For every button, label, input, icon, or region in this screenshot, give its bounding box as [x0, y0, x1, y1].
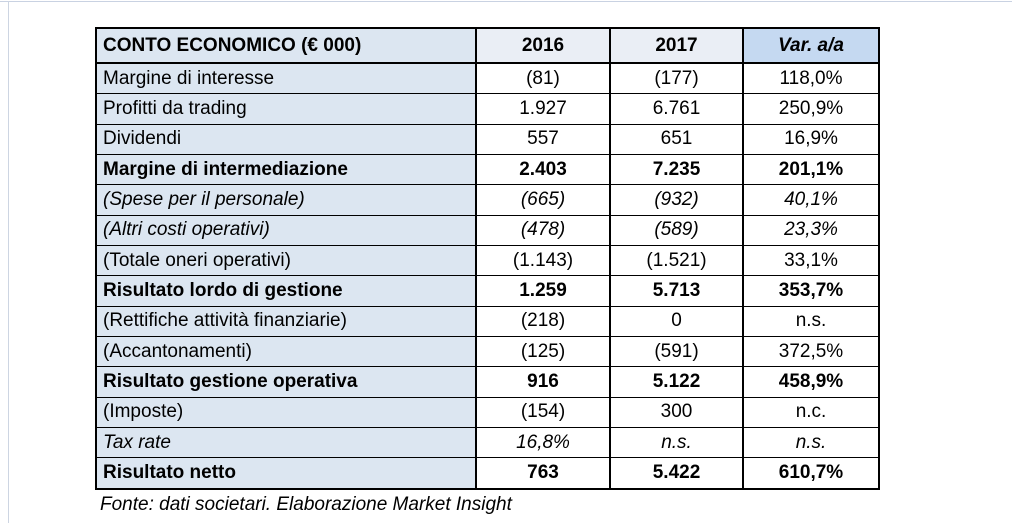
value-var-aa: 33,1% [742, 245, 880, 277]
value-2017: (591) [609, 336, 744, 368]
row-label: Tax rate [95, 427, 477, 459]
row-label: Dividendi [95, 123, 477, 156]
row-label: Profitti da trading [95, 93, 477, 125]
header-conto-economico: CONTO ECONOMICO (€ 000) [95, 27, 477, 64]
value-2016: (81) [475, 62, 611, 95]
value-2017: n.s. [609, 427, 744, 459]
value-var-aa: n.c. [742, 396, 880, 429]
row-label: (Accantonamenti) [95, 336, 477, 368]
header-row: CONTO ECONOMICO (€ 000) 2016 2017 Var. a… [95, 27, 880, 64]
value-2016: 2.403 [475, 154, 611, 186]
table-row: Tax rate 16,8% n.s. n.s. [95, 427, 880, 459]
value-var-aa: 458,9% [742, 366, 880, 398]
table-header: CONTO ECONOMICO (€ 000) 2016 2017 Var. a… [95, 27, 880, 64]
table-row: Profitti da trading 1.927 6.761 250,9% [95, 93, 880, 125]
value-2017: 6.761 [609, 93, 744, 125]
value-2016: (218) [475, 305, 611, 338]
value-var-aa: n.s. [742, 427, 880, 459]
value-2016: 916 [475, 366, 611, 398]
table-body: Margine di interesse (81) (177) 118,0% Profi… [95, 62, 880, 490]
value-2016: 557 [475, 123, 611, 156]
table-row: (Spese per il personale) (665) (932) 40,1% [95, 184, 880, 216]
table-row: (Rettifiche attività finanziarie) (218) 0 n… [95, 305, 880, 338]
table-row: Margine di interesse (81) (177) 118,0% [95, 62, 880, 95]
value-var-aa: 40,1% [742, 184, 880, 216]
row-label: Margine di intermediazione [95, 154, 477, 186]
row-label: Risultato lordo di gestione [95, 275, 477, 307]
header-2016: 2016 [475, 27, 611, 64]
row-label: (Altri costi operativi) [95, 214, 477, 247]
value-2017: 0 [609, 305, 744, 338]
value-2016: (665) [475, 184, 611, 216]
value-var-aa: 118,0% [742, 62, 880, 95]
header-var-aa: Var. a/a [742, 27, 880, 64]
value-2016: (478) [475, 214, 611, 247]
row-label: Risultato gestione operativa [95, 366, 477, 398]
value-2017: (1.521) [609, 245, 744, 277]
row-label: (Imposte) [95, 396, 477, 429]
value-var-aa: 372,5% [742, 336, 880, 368]
table-row: Risultato netto 763 5.422 610,7% [95, 457, 880, 490]
value-2017: (932) [609, 184, 744, 216]
value-var-aa: 610,7% [742, 457, 880, 490]
row-label: (Spese per il personale) [95, 184, 477, 216]
table-row: (Accantonamenti) (125) (591) 372,5% [95, 336, 880, 368]
value-var-aa: n.s. [742, 305, 880, 338]
income-statement-table: CONTO ECONOMICO (€ 000) 2016 2017 Var. a… [95, 27, 880, 490]
value-2017: 651 [609, 123, 744, 156]
frame-top-line [0, 1, 1012, 2]
value-2017: (177) [609, 62, 744, 95]
value-2016: (125) [475, 336, 611, 368]
table-row: (Altri costi operativi) (478) (589) 23,3% [95, 214, 880, 247]
value-2017: 7.235 [609, 154, 744, 186]
value-2017: 5.713 [609, 275, 744, 307]
row-label: (Totale oneri operativi) [95, 245, 477, 277]
value-2017: 5.422 [609, 457, 744, 490]
table-row: Risultato gestione operativa 916 5.122 458,… [95, 366, 880, 398]
value-2016: 1.259 [475, 275, 611, 307]
header-2017: 2017 [609, 27, 744, 64]
row-label: (Rettifiche attività finanziarie) [95, 305, 477, 338]
value-2017: 5.122 [609, 366, 744, 398]
table-row: Dividendi 557 651 16,9% [95, 123, 880, 156]
row-label: Risultato netto [95, 457, 477, 490]
value-var-aa: 23,3% [742, 214, 880, 247]
row-label: Margine di interesse [95, 62, 477, 95]
value-var-aa: 16,9% [742, 123, 880, 156]
value-2017: (589) [609, 214, 744, 247]
value-2016: (1.143) [475, 245, 611, 277]
value-2016: 763 [475, 457, 611, 490]
value-2017: 300 [609, 396, 744, 429]
value-var-aa: 250,9% [742, 93, 880, 125]
value-var-aa: 353,7% [742, 275, 880, 307]
table-row: Margine di intermediazione 2.403 7.235 201,… [95, 154, 880, 186]
table-row: (Imposte) (154) 300 n.c. [95, 396, 880, 429]
table-row: Risultato lordo di gestione 1.259 5.713 353… [95, 275, 880, 307]
value-2016: 16,8% [475, 427, 611, 459]
value-2016: 1.927 [475, 93, 611, 125]
value-2016: (154) [475, 396, 611, 429]
value-var-aa: 201,1% [742, 154, 880, 186]
frame-left-line [8, 1, 9, 523]
table-row: (Totale oneri operativi) (1.143) (1.521) 33… [95, 245, 880, 277]
source-note: Fonte: dati societari. Elaborazione Mark… [100, 494, 512, 515]
